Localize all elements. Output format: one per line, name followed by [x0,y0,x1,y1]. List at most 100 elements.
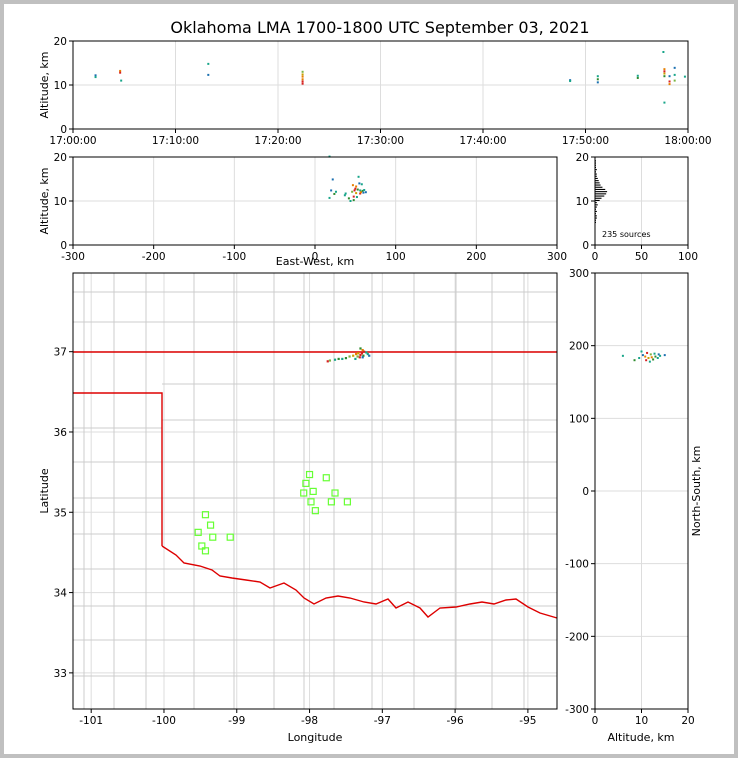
lma-station-marker [198,542,206,550]
histogram-bar [595,182,600,184]
histogram-bar [595,199,600,201]
time-height-source [636,74,639,77]
ns-height-source [663,354,666,357]
ew-height-source [330,189,333,192]
p5-xtick-label: 20 [681,715,694,727]
plan-view-source [360,352,364,355]
p1-xtick-label: 17:20:00 [254,135,301,147]
ew-height-source [360,183,363,186]
p4-xtick-label: -99 [228,715,245,727]
ns-height-source [645,359,648,362]
plan-view-source [361,348,364,352]
time-height-source [596,81,599,84]
ew-height-source [363,189,366,191]
ew-height-source [354,187,357,190]
ew-height-source [343,194,346,197]
ns-height-source [654,355,657,358]
lma-station-marker [322,474,330,482]
figure-canvas: Oklahoma LMA 1700-1800 UTC September 03,… [4,4,734,754]
plan-view-source [365,351,368,354]
plan-view-plot-area [73,273,557,709]
p4-xtick-label: -95 [519,715,536,727]
time-height-source [673,79,676,82]
histogram-bar [595,215,597,217]
p5-ytick-label: 0 [582,486,589,498]
lma-station-marker [307,498,315,506]
ew-height-source [331,178,334,181]
p4-xtick-label: -97 [374,715,391,727]
ew-height-source [355,192,358,195]
ew-height-source [357,175,360,178]
histogram-bar [595,202,597,204]
ew-height-source [353,189,356,192]
p4-xtick-label: -98 [301,715,318,727]
plan-view-xlabel: Longitude [288,731,343,744]
ew-height-source [351,190,354,193]
plan-view-source [363,350,366,353]
p3-ytick-label: 0 [582,240,589,252]
lma-station-marker [331,489,339,497]
ew-height-source [347,197,350,200]
ew-height-source [334,190,337,193]
p5-ytick-label: -100 [565,559,589,571]
time-height-source [596,78,599,81]
lma-station-marker [300,489,308,497]
plan-view-source [357,352,360,355]
lma-station-marker [311,507,319,515]
lma-station-marker [209,533,217,541]
p4-ytick-label: 37 [54,347,67,359]
p4-ytick-label: 34 [54,588,68,600]
ew-height-source [328,196,331,199]
ns-height-source [640,350,643,353]
ew-height-source [358,182,361,185]
plan-view-frame [72,272,558,710]
plan-view-ylabel: Latitude [38,468,51,514]
histogram-bar [595,191,608,193]
ns-height-source [633,359,636,362]
time-height-source [673,66,676,69]
p5-xtick-label: 10 [635,715,648,727]
plan-view-source [348,355,351,358]
plan-view-source [352,354,355,357]
height-histogram-panel: 0 50 100 0 10 20 235 sources [576,152,698,263]
time-height-source [663,70,666,73]
lma-station-marker [343,498,351,506]
ns-height-source [657,353,660,356]
ew-height-source [361,189,364,192]
time-height-source [663,101,666,104]
histogram-bar [595,193,607,195]
time-height-ylabel: Altitude, km [38,51,51,118]
ew-height-source [355,196,358,199]
ns-height-source [638,357,641,360]
plan-view-source [368,354,371,357]
plan-view-source [359,347,362,350]
p4-xtick-label: -100 [152,715,176,727]
ns-height-source [652,358,655,361]
time-height-source [662,51,665,53]
plan-view-source [366,352,369,356]
panhandle-texas-border [73,392,163,546]
p1-xtick-label: 18:00:00 [664,135,711,147]
plan-view-source [333,358,337,361]
ns-height-source [650,356,653,359]
time-height-source [120,79,123,82]
ns-height-source [659,354,662,357]
p4-ytick-label: 33 [54,668,67,680]
plan-view-source [361,356,364,359]
ew-height-source [351,184,354,187]
plan-view-panel: -101 -100 -99 -98 -97 -96 -95 33 34 35 36 37 Latitu… [38,272,558,744]
p4-xtick-label: -96 [447,715,464,727]
histogram-bar [595,169,597,171]
p2-xtick-label: 200 [466,251,486,263]
ns-height-source [656,357,659,360]
p3-xtick-label: 100 [678,251,698,263]
p5-xtick-label: 0 [592,715,599,727]
p3-ytick-label: 10 [576,196,589,208]
ns-height-source [644,355,647,358]
p4-xtick-label: -101 [79,715,103,727]
ns-height-ylabel: North-South, km [690,446,703,537]
p1-xtick-label: 17:00:00 [49,135,96,147]
red-river-border [161,545,558,619]
plan-view-source [341,357,344,361]
p3-ytick-label: 20 [576,152,589,164]
